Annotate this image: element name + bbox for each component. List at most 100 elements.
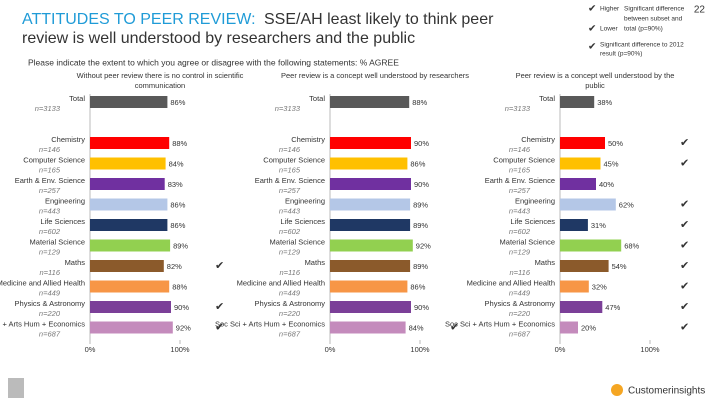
category-label: Medicine and Allied Health	[237, 278, 325, 287]
category-label: Earth & Env. Science	[485, 176, 555, 185]
category-label: Medicine and Allied Health	[0, 278, 85, 287]
value-label: 90%	[414, 303, 429, 312]
check-icon: ✔	[588, 4, 596, 15]
n-label: n=146	[509, 145, 531, 154]
category-label: Life Sciences	[40, 217, 85, 226]
n-label: n=257	[39, 186, 61, 195]
value-label: 89%	[173, 241, 188, 250]
bar	[90, 321, 173, 334]
category-label: Computer Science	[493, 155, 555, 164]
bar	[560, 239, 622, 252]
significance-mark: ✔	[680, 198, 689, 210]
panel-title: Without peer review there is no control …	[77, 71, 244, 80]
significance-mark: ✔	[680, 260, 689, 272]
panel-title: public	[585, 81, 605, 90]
bar	[330, 96, 410, 108]
n-label: n=602	[279, 227, 301, 236]
bar	[330, 219, 411, 231]
title-line: SSE/AH least likely to think peer	[264, 11, 494, 28]
legend-note: Significant difference to 2012	[600, 42, 684, 49]
n-label: n=443	[279, 206, 301, 215]
title: ATTITUDES TO PEER REVIEW: SSE/AH least l…	[22, 11, 498, 47]
value-label: 84%	[409, 323, 424, 332]
bar	[330, 198, 411, 211]
significance-mark: ✔	[215, 321, 224, 333]
value-label: 89%	[413, 221, 428, 230]
n-label: n=449	[509, 288, 531, 297]
n-label: n=129	[509, 247, 531, 256]
bar	[560, 219, 588, 231]
bar	[90, 137, 170, 149]
bar	[560, 157, 601, 170]
significance-mark: ✔	[215, 260, 224, 272]
n-label: n=443	[509, 206, 531, 215]
significance-mark: ✔	[680, 239, 689, 251]
significance-mark: ✔	[680, 137, 689, 149]
bar	[330, 260, 411, 272]
check-icon: ✔	[588, 24, 596, 35]
category-label: Soc Sci + Arts Hum + Economics	[215, 319, 325, 328]
n-label: n=257	[509, 186, 531, 195]
category-label: Engineering	[515, 196, 555, 205]
value-label: 88%	[172, 139, 187, 148]
value-label: 31%	[591, 221, 606, 230]
bar	[560, 280, 589, 293]
n-label: n=443	[39, 206, 61, 215]
n-label: n=687	[509, 329, 531, 338]
category-label: Engineering	[285, 196, 325, 205]
category-label: Engineering	[45, 196, 85, 205]
bar	[560, 96, 595, 108]
bar	[90, 301, 171, 313]
bar	[330, 239, 413, 252]
value-label: 47%	[605, 303, 620, 312]
n-label: n=116	[39, 268, 60, 277]
value-label: 40%	[599, 180, 614, 189]
category-label: Total	[309, 94, 325, 103]
value-label: 38%	[597, 98, 612, 107]
category-label: Maths	[65, 258, 86, 267]
bar	[90, 96, 168, 108]
panel-title: Peer review is a concept well understood…	[281, 71, 469, 80]
n-label: n=602	[39, 227, 61, 236]
n-label: n=165	[509, 165, 531, 174]
category-label: Medicine and Allied Health	[467, 278, 555, 287]
value-label: 20%	[581, 323, 596, 332]
category-label: Physics & Astronomy	[15, 299, 86, 308]
category-label: Total	[69, 94, 85, 103]
value-label: 90%	[414, 180, 429, 189]
value-label: 62%	[619, 200, 634, 209]
category-label: Computer Science	[23, 155, 85, 164]
category-label: Material Science	[500, 237, 555, 246]
bar	[330, 178, 411, 190]
bar	[90, 280, 170, 293]
value-label: 86%	[410, 282, 425, 291]
legend-higher: Higher	[600, 6, 620, 13]
bar	[90, 157, 166, 170]
significance-mark: ✔	[450, 321, 459, 333]
n-label: n=129	[39, 247, 61, 256]
n-label: n=449	[279, 288, 301, 297]
category-label: Material Science	[270, 237, 325, 246]
bar	[560, 260, 609, 272]
n-label: n=146	[39, 145, 61, 154]
value-label: 45%	[604, 159, 619, 168]
category-label: Life Sciences	[510, 217, 555, 226]
category-label: Soc Sci + Arts Hum + Economics	[445, 319, 555, 328]
category-label: Physics & Astronomy	[485, 299, 556, 308]
check-icon: ✔	[588, 42, 596, 53]
value-label: 86%	[410, 159, 425, 168]
n-label: n=687	[39, 329, 61, 338]
bar	[90, 260, 164, 272]
value-label: 90%	[414, 139, 429, 148]
bar	[330, 301, 411, 313]
category-label: Maths	[535, 258, 556, 267]
category-label: Earth & Env. Science	[255, 176, 325, 185]
value-label: 82%	[167, 262, 182, 271]
value-label: 88%	[412, 98, 427, 107]
title-lead: ATTITUDES TO PEER REVIEW:	[22, 11, 256, 28]
panel-title: Peer review is a concept well understood…	[516, 71, 675, 80]
x-tick-label: 0%	[85, 345, 96, 354]
legend: ✔ Higher ✔ Lower Significant difference …	[588, 4, 685, 58]
value-label: 50%	[608, 139, 623, 148]
